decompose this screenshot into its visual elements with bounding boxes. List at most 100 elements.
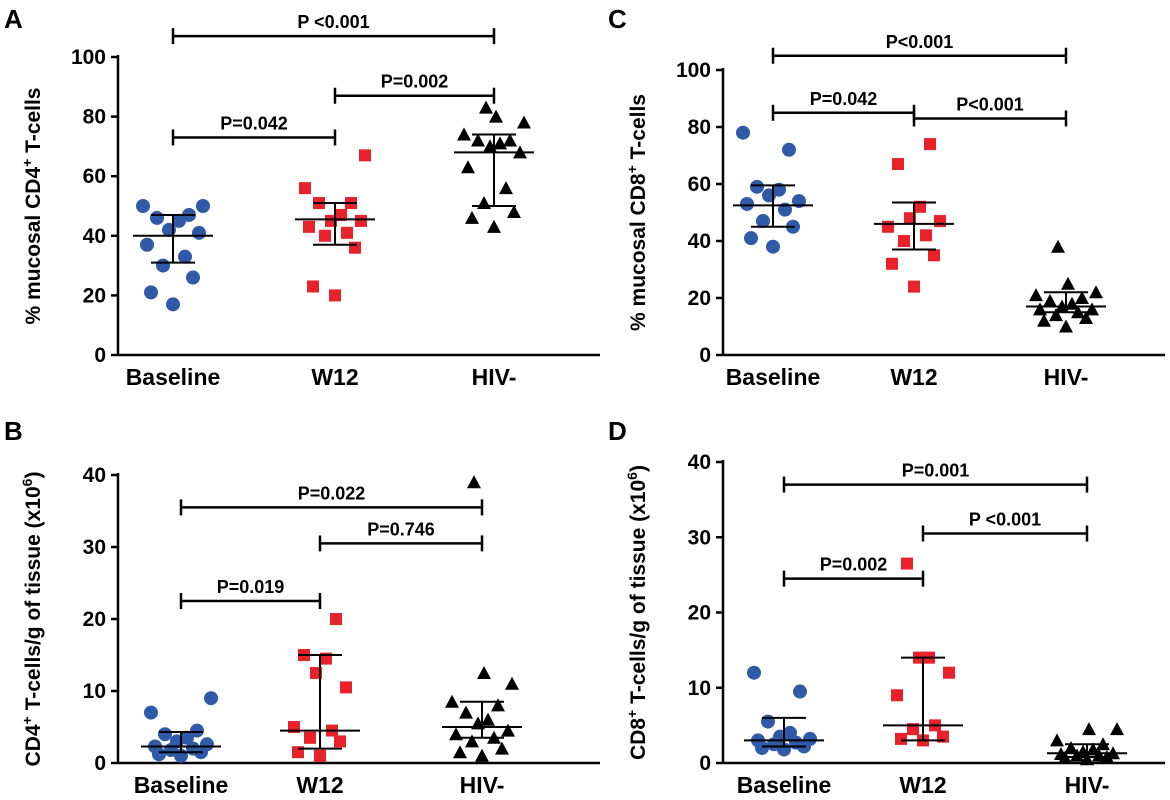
y-tick-label: 100 (71, 46, 106, 69)
data-point (895, 732, 907, 745)
data-point (898, 235, 910, 247)
data-point (1086, 742, 1100, 756)
data-point (491, 698, 505, 712)
x-category-label: W12 (311, 364, 358, 390)
data-point (783, 725, 797, 740)
panel-a-letter: A (4, 4, 23, 34)
y-tick-label: 60 (688, 173, 711, 196)
panel-c: C 0 20 40 60 80 100 Baseline W12 HIV- % mucosal C… (608, 4, 1165, 390)
data-point (453, 745, 467, 759)
panel-d: D 0 10 20 30 40 Baseline W12 HIV- CD8+ T-cells/g… (608, 416, 1165, 798)
data-point (166, 297, 180, 312)
y-tick-label: 20 (83, 284, 106, 307)
data-point (314, 749, 326, 762)
data-point (150, 210, 164, 225)
p-value-label: P=0.019 (217, 577, 285, 597)
data-point (140, 237, 154, 252)
y-tick-label: 80 (83, 106, 106, 129)
data-point (943, 666, 955, 679)
data-point (445, 694, 459, 708)
data-point (304, 731, 316, 744)
data-point (307, 280, 319, 293)
data-point (886, 257, 898, 270)
x-category-label: HIV- (460, 772, 505, 798)
x-category-label: Baseline (737, 772, 832, 798)
y-tick-label: 40 (688, 451, 711, 474)
y-tick-label: 40 (688, 230, 711, 253)
data-point (475, 748, 489, 762)
p-value-label: P<0.001 (956, 94, 1024, 114)
data-point (1064, 740, 1078, 754)
p-value-label: P=0.042 (220, 113, 288, 133)
data-point (461, 160, 475, 174)
data-point (761, 714, 775, 729)
data-point (766, 239, 780, 254)
data-point (190, 723, 204, 738)
panel-a: A 0 20 40 60 80 100 Baseline W12 HIV- % mucosal C… (4, 4, 600, 390)
data-point (1082, 722, 1096, 736)
data-point (299, 182, 311, 195)
data-point (495, 741, 509, 755)
data-point (465, 734, 479, 748)
data-point (934, 215, 946, 228)
data-point (180, 730, 194, 745)
y-tick-label: 10 (83, 680, 106, 703)
p-value-label: P<0.001 (886, 32, 954, 52)
data-point (908, 280, 920, 293)
data-point (178, 249, 192, 264)
y-tick-label: 60 (83, 165, 106, 188)
y-axis-label: CD8+ T-cells/g of tissue (x106) (624, 465, 650, 760)
data-point (505, 676, 519, 690)
panel-b-letter: B (4, 416, 23, 446)
data-point (1061, 276, 1075, 290)
y-axis-label: % mucosal CD4+ T-cells (19, 88, 45, 325)
data-point (1089, 285, 1103, 299)
data-point (1079, 310, 1093, 324)
data-point (158, 727, 172, 742)
data-point (477, 196, 491, 210)
p-value-label: P <0.001 (969, 509, 1041, 529)
data-point (319, 229, 331, 242)
y-tick-label: 20 (688, 602, 711, 625)
data-point (479, 100, 493, 114)
y-tick-label: 0 (699, 344, 711, 367)
data-point (750, 179, 764, 194)
data-point (186, 270, 200, 285)
y-tick-label: 30 (83, 536, 106, 559)
y-tick-label: 40 (83, 464, 106, 487)
data-point (335, 208, 347, 221)
data-point (892, 158, 904, 171)
data-point (782, 142, 796, 157)
data-point (1051, 239, 1065, 253)
data-point (303, 220, 315, 233)
data-point (200, 737, 214, 752)
panel-b: B 0 10 20 30 40 Baseline W12 HIV- CD4+ T-cells/g… (4, 416, 600, 798)
y-tick-label: 20 (83, 608, 106, 631)
data-point (144, 285, 158, 300)
x-category-label: Baseline (126, 364, 221, 390)
data-point (503, 133, 517, 147)
y-tick-label: 20 (688, 287, 711, 310)
data-point (334, 735, 346, 748)
data-point (1110, 722, 1124, 736)
p-value-label: P=0.022 (298, 483, 366, 503)
data-point (744, 231, 758, 246)
data-point (914, 200, 926, 213)
p-value-label: P=0.001 (902, 461, 970, 481)
data-point (1085, 302, 1099, 316)
data-point (487, 219, 501, 233)
data-point (507, 204, 521, 218)
data-point (1049, 308, 1063, 322)
p-value-label: P <0.001 (297, 12, 369, 32)
data-point (740, 196, 754, 211)
data-point (920, 229, 932, 242)
p-value-label: P=0.002 (820, 555, 888, 575)
data-point (901, 557, 913, 570)
data-point (1050, 733, 1064, 747)
data-point (359, 149, 371, 162)
y-axis-label: CD4+ T-cells/g of tissue (x106) (19, 472, 45, 767)
x-category-label: W12 (890, 364, 937, 390)
panel-c-letter: C (608, 4, 627, 34)
data-point (471, 133, 485, 147)
